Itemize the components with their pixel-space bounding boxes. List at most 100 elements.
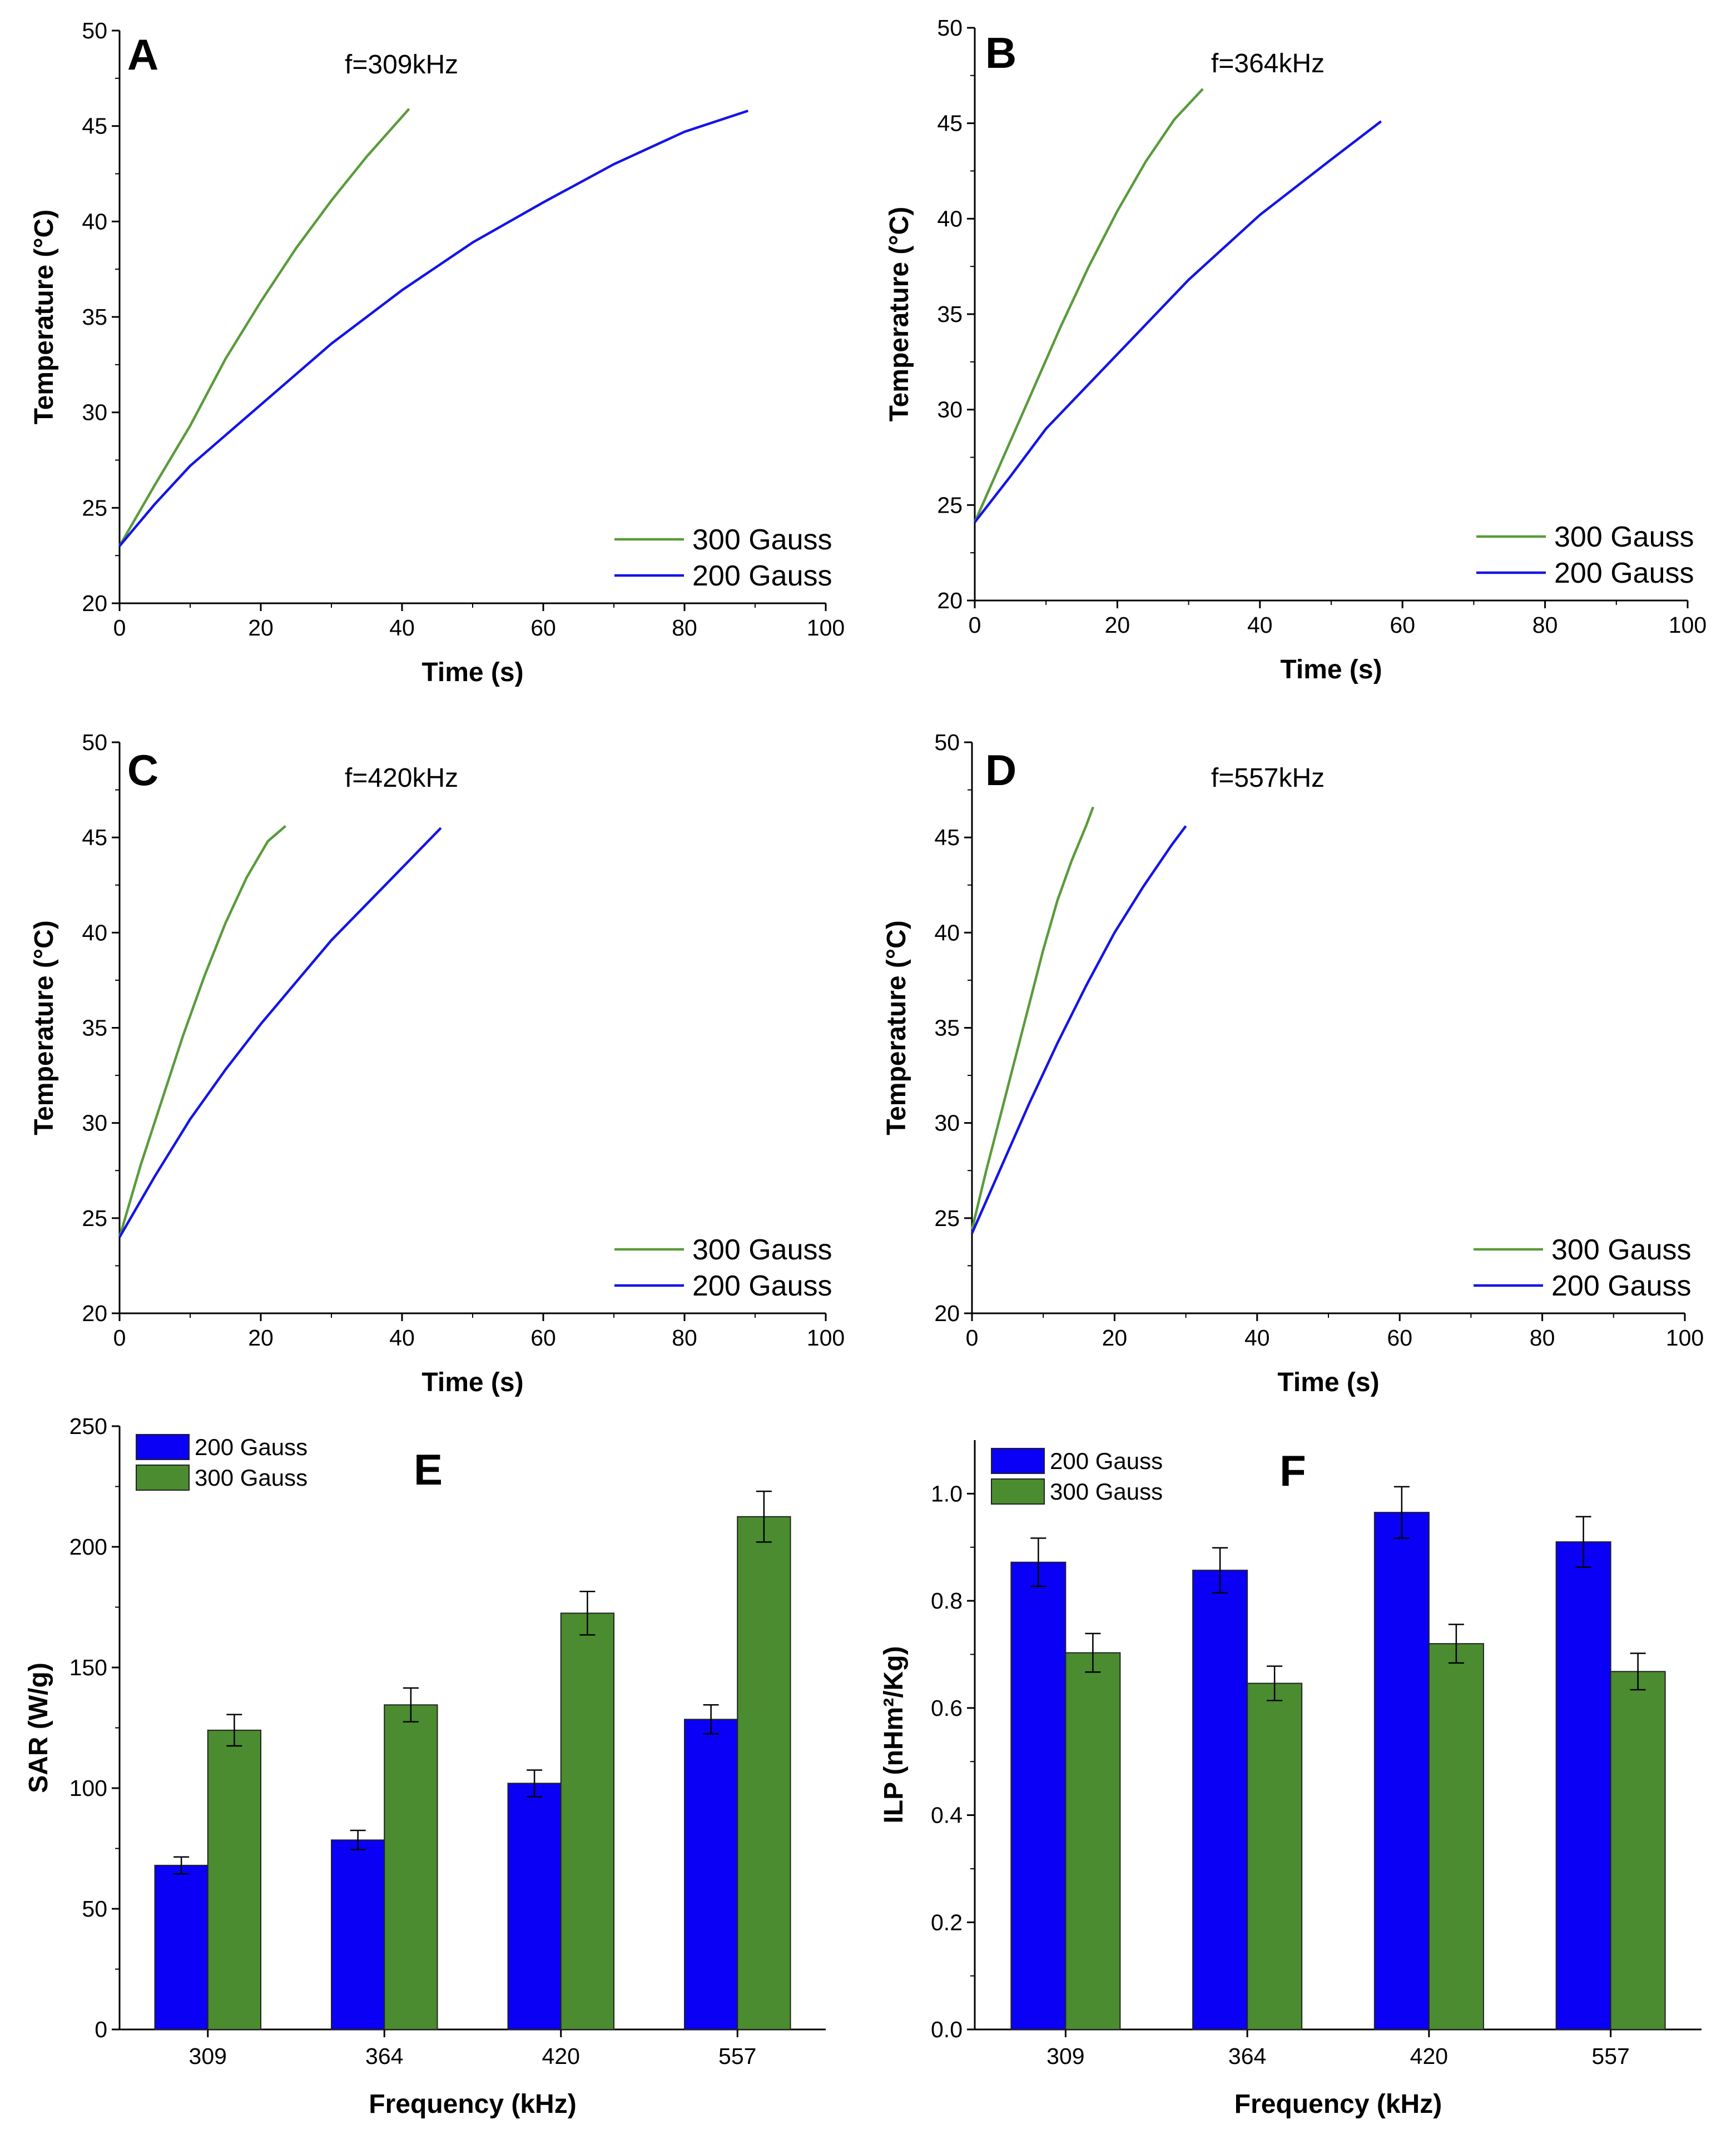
legend: 300 Gauss 200 Gauss — [614, 1234, 832, 1302]
y-tick-label: 20 — [934, 1301, 960, 1326]
x-tick-label: 40 — [1244, 1325, 1270, 1351]
y-tick-label: 20 — [82, 590, 107, 616]
legend-label: 300 Gauss — [1551, 1234, 1692, 1266]
x-tick-label: 364 — [365, 2043, 403, 2069]
y-tick-label: 1.0 — [931, 1481, 963, 1506]
legend-label: 300 Gauss — [195, 1465, 307, 1491]
bar-200-gauss-557 — [1555, 1541, 1611, 2030]
x-tick-label: 420 — [1410, 2043, 1448, 2069]
series-line-200-gauss — [974, 120, 1382, 523]
bar-200-gauss-420 — [507, 1783, 562, 2031]
legend-label: 200 Gauss — [692, 560, 832, 592]
x-tick-label: 0 — [969, 612, 981, 638]
y-axis-title: SAR (W/g) — [24, 1662, 53, 1793]
x-tick-label: 80 — [672, 1325, 697, 1351]
bar-300-gauss-557 — [1610, 1671, 1666, 2031]
y-tick-label: 45 — [934, 825, 960, 850]
bar-200-gauss-309 — [1010, 1561, 1067, 2030]
y-tick-label: 50 — [937, 15, 963, 41]
legend-label: 200 Gauss — [1554, 557, 1694, 589]
legend-label: 200 Gauss — [692, 1270, 832, 1302]
x-axis-title: Frequency (kHz) — [369, 2090, 576, 2119]
legend: 300 Gauss 200 Gauss — [1476, 521, 1694, 589]
error-bar-200-gauss-557 — [1575, 1516, 1591, 1568]
y-tick-label: 45 — [937, 111, 963, 136]
legend-label: 200 Gauss — [195, 1434, 307, 1460]
frequency-annotation: f=420kHz — [345, 763, 458, 793]
y-tick-label: 20 — [937, 588, 963, 613]
y-tick-label: 0.0 — [931, 2017, 963, 2042]
y-tick-label: 150 — [70, 1655, 107, 1680]
x-tick-label: 100 — [807, 615, 845, 641]
x-tick-label: 0 — [966, 1325, 979, 1351]
x-tick-label: 20 — [248, 1325, 274, 1351]
y-axis-title: ILP (nHm²/Kg) — [879, 1646, 909, 1823]
error-bar-300-gauss-364 — [1267, 1665, 1283, 1701]
panel-letter: A — [127, 30, 158, 79]
x-axis-title: Time (s) — [421, 658, 523, 687]
x-tick-label: 100 — [807, 1325, 845, 1351]
legend-swatch-200-gauss — [991, 1448, 1045, 1474]
error-bar-300-gauss-420 — [579, 1591, 596, 1636]
bar-300-gauss-420 — [1428, 1643, 1484, 2031]
y-tick-label: 20 — [82, 1301, 107, 1326]
error-bar-200-gauss-364 — [350, 1829, 366, 1850]
legend: 200 Gauss 300 Gauss — [991, 1448, 1163, 1505]
y-tick-label: 35 — [82, 1015, 107, 1041]
y-tick-label: 0.2 — [931, 1909, 963, 1935]
x-axis-title: Time (s) — [421, 1368, 523, 1397]
error-bar-200-gauss-557 — [703, 1704, 719, 1735]
y-tick-label: 250 — [70, 1413, 107, 1439]
y-tick-label: 40 — [82, 920, 107, 945]
legend: 300 Gauss 200 Gauss — [1474, 1234, 1692, 1302]
series-line-300-gauss — [118, 108, 410, 547]
frequency-annotation: f=364kHz — [1211, 49, 1325, 78]
x-tick-label: 420 — [542, 2043, 580, 2069]
legend-label: 200 Gauss — [1551, 1270, 1692, 1302]
bar-200-gauss-557 — [684, 1719, 738, 2031]
y-tick-label: 30 — [937, 397, 963, 423]
y-tick-label: 25 — [82, 1205, 107, 1231]
series-line-300-gauss — [118, 825, 286, 1238]
error-bar-300-gauss-309 — [1085, 1632, 1101, 1673]
bar-300-gauss-364 — [384, 1704, 438, 2030]
x-tick-label: 0 — [113, 615, 126, 641]
x-tick-label: 40 — [389, 615, 415, 641]
legend-swatch-200-gauss — [136, 1434, 190, 1460]
series-line-200-gauss — [118, 827, 442, 1238]
bar-200-gauss-420 — [1373, 1512, 1430, 2030]
legend: 300 Gauss 200 Gauss — [614, 524, 832, 592]
error-bar-300-gauss-309 — [226, 1714, 242, 1747]
y-tick-label: 25 — [934, 1205, 960, 1231]
x-tick-label: 80 — [1532, 612, 1558, 638]
panel-letter: F — [1279, 1446, 1306, 1495]
x-axis-title: Time (s) — [1277, 1368, 1379, 1397]
error-bar-300-gauss-420 — [1448, 1624, 1464, 1664]
x-tick-label: 20 — [248, 615, 274, 641]
y-tick-label: 50 — [82, 1896, 107, 1922]
y-tick-label: 35 — [934, 1015, 960, 1041]
panel-e: 0 50 100 150 200 250 309 364 420 557 Frequency (kH… — [24, 1413, 826, 2119]
y-tick-label: 25 — [937, 492, 963, 518]
bar-200-gauss-364 — [331, 1839, 385, 2031]
x-tick-label: 60 — [530, 1325, 556, 1351]
x-tick-label: 20 — [1102, 1325, 1128, 1351]
y-tick-label: 0.8 — [931, 1588, 963, 1614]
y-axis-title: Temperature (°C) — [29, 920, 59, 1135]
legend-label: 300 Gauss — [1554, 521, 1694, 553]
x-axis-title: Frequency (kHz) — [1234, 2090, 1442, 2119]
y-tick-label: 0 — [95, 2017, 107, 2042]
x-tick-label: 60 — [1387, 1325, 1412, 1351]
x-tick-label: 40 — [1247, 612, 1273, 638]
y-tick-label: 40 — [82, 209, 107, 234]
panel-letter: E — [414, 1445, 443, 1494]
legend-label: 300 Gauss — [1050, 1478, 1163, 1505]
x-tick-label: 557 — [1591, 2043, 1629, 2069]
x-tick-label: 309 — [189, 2043, 227, 2069]
legend-label: 300 Gauss — [692, 1234, 832, 1266]
series-line-200-gauss — [118, 110, 749, 547]
y-tick-label: 200 — [70, 1534, 107, 1560]
bar-300-gauss-420 — [560, 1612, 614, 2031]
